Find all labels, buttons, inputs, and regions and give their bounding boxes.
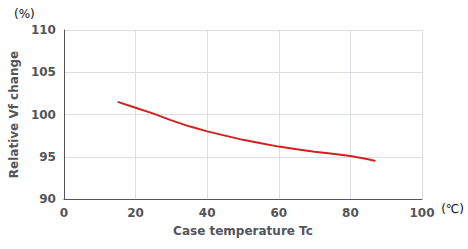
svg-text:(℃): (℃) bbox=[441, 202, 464, 216]
svg-text:40: 40 bbox=[199, 206, 216, 220]
svg-text:60: 60 bbox=[270, 206, 287, 220]
svg-text:(%): (%) bbox=[14, 7, 35, 21]
svg-text:105: 105 bbox=[31, 65, 56, 79]
svg-text:Relative Vf change: Relative Vf change bbox=[7, 51, 21, 178]
svg-text:Case temperature Tc: Case temperature Tc bbox=[173, 224, 313, 238]
svg-text:110: 110 bbox=[31, 23, 56, 37]
svg-text:90: 90 bbox=[39, 192, 56, 206]
svg-text:0: 0 bbox=[60, 206, 68, 220]
svg-text:100: 100 bbox=[409, 206, 434, 220]
svg-text:80: 80 bbox=[342, 206, 359, 220]
svg-text:20: 20 bbox=[127, 206, 144, 220]
svg-text:95: 95 bbox=[39, 150, 56, 164]
svg-text:100: 100 bbox=[31, 108, 56, 122]
